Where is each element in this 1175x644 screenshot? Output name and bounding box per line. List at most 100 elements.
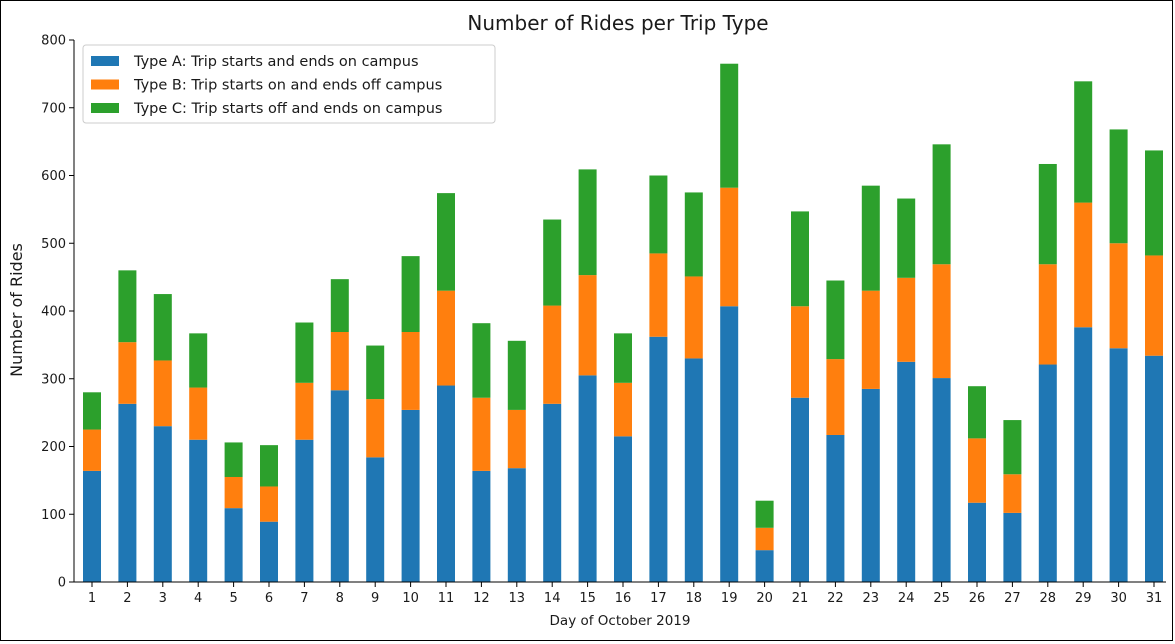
x-tick-label: 23 xyxy=(863,591,880,606)
bar-type-a-day-9 xyxy=(366,457,385,582)
x-tick-label: 16 xyxy=(615,591,632,606)
x-tick-label: 11 xyxy=(438,591,455,606)
x-tick-label: 19 xyxy=(721,591,738,606)
x-tick-label: 25 xyxy=(933,591,950,606)
bar-type-c-day-12 xyxy=(472,323,491,398)
bar-type-b-day-27 xyxy=(1003,474,1022,513)
bar-type-a-day-21 xyxy=(791,397,809,582)
legend-swatch-type-b xyxy=(91,79,119,90)
bar-type-a-day-7 xyxy=(295,439,314,582)
bar-type-c-day-17 xyxy=(649,175,668,254)
bar-type-b-day-22 xyxy=(826,359,845,435)
bar-type-a-day-27 xyxy=(1003,512,1022,582)
bar-type-a-day-13 xyxy=(507,468,526,582)
bar-type-b-day-25 xyxy=(932,264,951,379)
bar-type-b-day-30 xyxy=(1109,243,1128,349)
bar-type-a-day-16 xyxy=(614,436,632,582)
bar-type-a-day-22 xyxy=(826,434,845,582)
bar-type-c-day-3 xyxy=(153,294,172,361)
y-tick-label: 500 xyxy=(41,237,66,252)
bar-type-c-day-28 xyxy=(1038,163,1057,265)
bar-type-a-day-20 xyxy=(755,550,774,582)
x-tick-label: 2 xyxy=(123,591,131,606)
bar-type-b-day-11 xyxy=(437,290,455,386)
x-tick-label: 1 xyxy=(88,591,96,606)
bar-type-c-day-9 xyxy=(366,345,385,400)
bar-type-b-day-10 xyxy=(401,332,420,410)
bar-type-b-day-6 xyxy=(260,486,278,522)
bar-type-b-day-1 xyxy=(83,429,101,471)
bar-type-c-day-22 xyxy=(826,280,845,360)
bar-type-b-day-23 xyxy=(861,290,880,389)
bar-type-c-day-8 xyxy=(330,279,349,333)
bar-type-b-day-4 xyxy=(189,387,208,440)
x-tick-label: 14 xyxy=(544,591,561,606)
x-tick-label: 12 xyxy=(473,591,490,606)
legend-label-type-b: Type B: Trip starts on and ends off camp… xyxy=(133,78,442,94)
bar-type-b-day-8 xyxy=(330,332,349,391)
bar-type-b-day-13 xyxy=(507,409,526,469)
bar-type-b-day-3 xyxy=(153,360,172,427)
x-tick-label: 29 xyxy=(1075,591,1092,606)
bar-type-c-day-1 xyxy=(83,392,101,430)
bar-type-c-day-19 xyxy=(720,63,739,188)
bar-type-a-day-12 xyxy=(472,470,491,582)
x-tick-label: 8 xyxy=(336,591,344,606)
bar-type-c-day-7 xyxy=(295,322,314,383)
bar-type-c-day-2 xyxy=(118,270,137,343)
bar-type-b-day-29 xyxy=(1074,202,1093,328)
x-tick-label: 28 xyxy=(1040,591,1057,606)
bar-type-b-day-15 xyxy=(578,275,597,376)
legend-box xyxy=(82,44,496,124)
bar-type-b-day-2 xyxy=(118,342,137,404)
bar-type-a-day-19 xyxy=(720,306,739,582)
chart-title: Number of Rides per Trip Type xyxy=(467,11,768,35)
bar-type-b-day-9 xyxy=(366,399,385,458)
bar-type-a-day-17 xyxy=(649,336,668,582)
bar-type-b-day-17 xyxy=(649,253,668,337)
legend-swatch-type-c xyxy=(91,103,119,113)
bar-type-c-day-27 xyxy=(1003,420,1022,475)
bar-type-c-day-13 xyxy=(507,340,526,410)
y-axis-label: Number of Rides xyxy=(7,243,26,377)
bar-type-a-day-18 xyxy=(684,358,703,582)
y-tick-label: 300 xyxy=(41,372,66,387)
legend-swatch-type-a xyxy=(91,56,119,66)
bar-type-a-day-6 xyxy=(260,521,278,582)
bar-type-b-day-12 xyxy=(472,397,491,471)
x-tick-label: 9 xyxy=(371,591,379,606)
x-tick-label: 4 xyxy=(194,591,202,606)
bar-type-c-day-6 xyxy=(260,445,278,487)
bar-type-b-day-7 xyxy=(295,382,314,440)
bar-type-b-day-18 xyxy=(684,276,703,359)
bar-type-c-day-10 xyxy=(401,256,420,333)
bar-type-c-day-11 xyxy=(437,193,455,291)
bar-type-c-day-18 xyxy=(684,192,703,277)
x-tick-label: 13 xyxy=(509,591,526,606)
x-tick-label: 3 xyxy=(159,591,167,606)
bar-type-b-day-20 xyxy=(755,527,774,551)
bar-type-b-day-31 xyxy=(1145,255,1163,356)
y-tick-label: 100 xyxy=(41,508,66,523)
bar-type-a-day-4 xyxy=(189,439,208,582)
bar-type-a-day-14 xyxy=(543,403,562,582)
bar-type-c-day-5 xyxy=(224,442,243,477)
x-tick-label: 10 xyxy=(402,591,419,606)
bar-type-c-day-31 xyxy=(1145,150,1163,256)
bar-type-b-day-19 xyxy=(720,187,739,307)
x-tick-label: 22 xyxy=(827,591,844,606)
x-tick-label: 6 xyxy=(265,591,273,606)
bar-type-a-day-11 xyxy=(437,385,455,582)
bar-type-c-day-29 xyxy=(1074,81,1093,203)
y-tick-label: 200 xyxy=(41,440,66,455)
bars-group xyxy=(83,63,1163,582)
x-tick-label: 18 xyxy=(686,591,703,606)
y-tick-label: 700 xyxy=(41,101,66,116)
bar-type-c-day-21 xyxy=(791,211,809,307)
bar-type-a-day-1 xyxy=(83,470,101,582)
bar-type-c-day-16 xyxy=(614,333,632,383)
bar-type-c-day-24 xyxy=(897,198,916,278)
bar-type-c-day-26 xyxy=(968,386,986,439)
x-tick-label: 30 xyxy=(1110,591,1127,606)
